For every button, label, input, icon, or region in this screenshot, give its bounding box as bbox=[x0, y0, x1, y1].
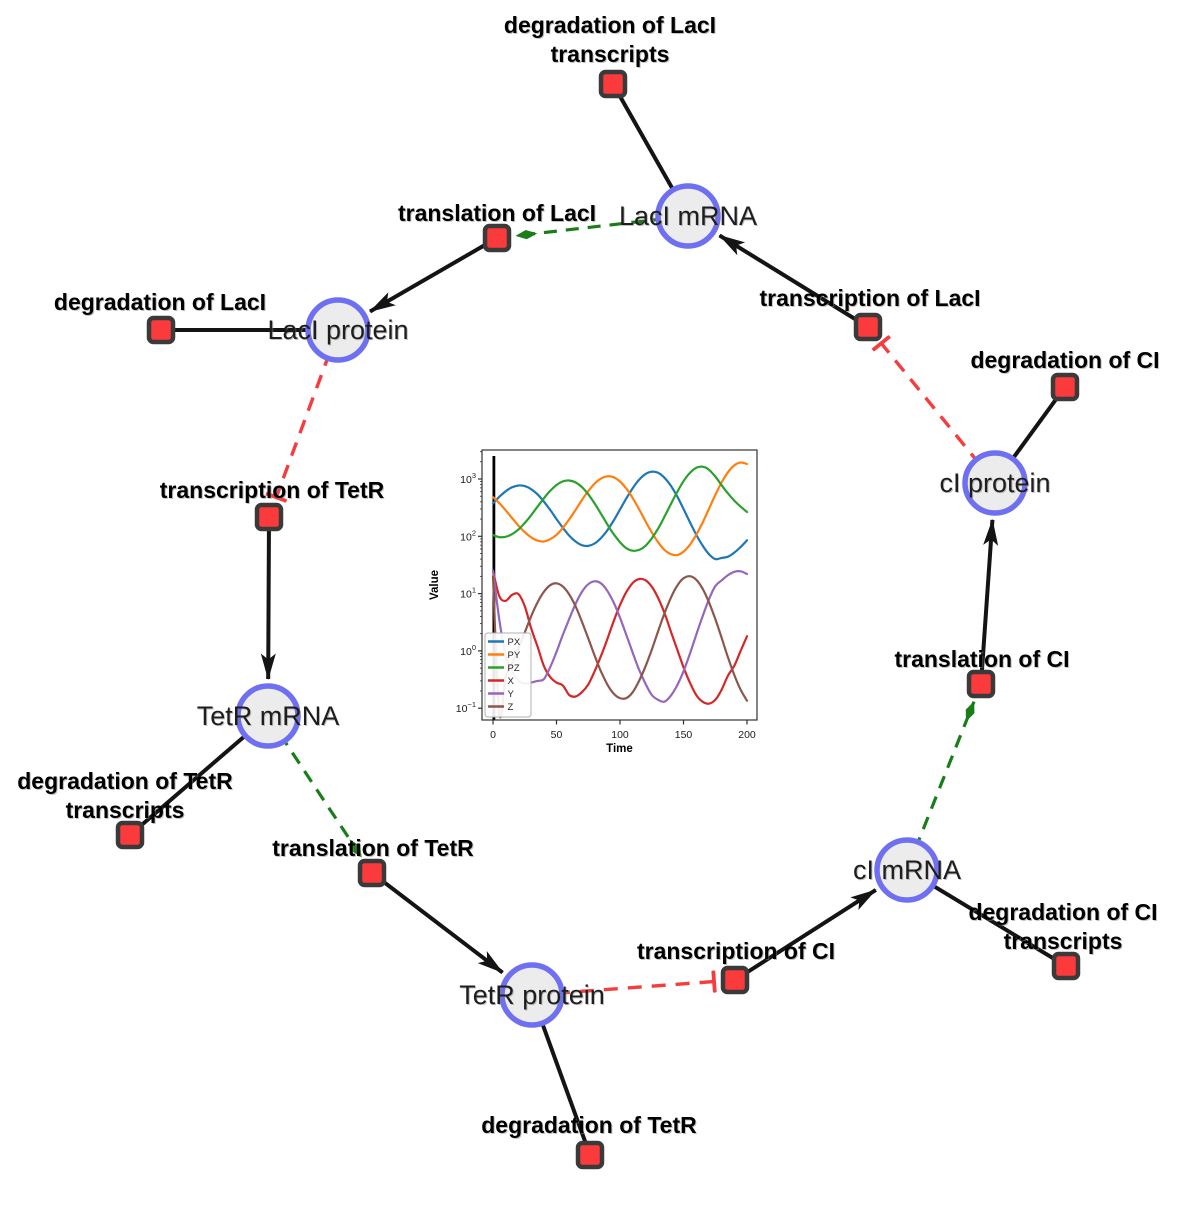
reaction-node-tsl_ci[interactable] bbox=[966, 669, 996, 699]
reaction-node-txn_ci[interactable] bbox=[720, 965, 750, 995]
reaction-node-deg_laci[interactable] bbox=[146, 315, 176, 345]
species-label-laci_mrna: LacI mRNA bbox=[619, 201, 757, 231]
species-label-laci_protein: LacI protein bbox=[267, 315, 408, 345]
reaction-node-deg_tetr_tx[interactable] bbox=[115, 820, 145, 850]
reaction-label-deg_ci_tx-line2: transcripts bbox=[1004, 928, 1123, 954]
x-tick-label: 150 bbox=[675, 729, 693, 741]
reaction-label-tsl_laci: translation of LacI bbox=[398, 200, 596, 226]
series-PY bbox=[491, 461, 749, 557]
reaction-label-deg_laci_tx-line1: degradation of LacI bbox=[504, 12, 716, 38]
species-node-laci_mrna[interactable] bbox=[655, 183, 721, 249]
species-node-tetr_mrna[interactable] bbox=[235, 683, 301, 749]
series-Z bbox=[491, 575, 749, 719]
reaction-node-deg_ci_tx[interactable] bbox=[1051, 951, 1081, 981]
series-PZ bbox=[491, 465, 749, 552]
reaction-label-deg_tetr_tx-line2: transcripts bbox=[66, 797, 185, 823]
edge-arrow-txn_tetr-tetr_mrna bbox=[260, 516, 276, 681]
reaction-node-deg_laci_tx[interactable] bbox=[598, 69, 628, 99]
legend-label-X: X bbox=[508, 676, 515, 687]
reaction-label-deg_ci_tx-line1: degradation of CI bbox=[968, 899, 1157, 925]
legend-label-PX: PX bbox=[508, 637, 521, 648]
reaction-node-txn_tetr[interactable] bbox=[254, 502, 284, 532]
reaction-node-tsl_tetr[interactable] bbox=[357, 858, 387, 888]
species-node-ci_mrna[interactable] bbox=[874, 837, 940, 903]
reaction-node-txn_laci[interactable] bbox=[853, 312, 883, 342]
reaction-label-deg_laci: degradation of LacI bbox=[54, 289, 266, 315]
reaction-label-deg_ci: degradation of CI bbox=[970, 347, 1159, 373]
x-axis-label: Time bbox=[606, 743, 633, 755]
edge-arrow-txn_ci-ci_mrna bbox=[733, 888, 877, 982]
species-node-laci_protein[interactable] bbox=[305, 297, 371, 363]
legend-label-PY: PY bbox=[508, 650, 521, 661]
edge-arrow-txn_laci-laci_mrna bbox=[718, 233, 870, 329]
nodes-layer bbox=[115, 69, 1081, 1170]
x-tick-label: 50 bbox=[551, 729, 563, 741]
legend-label-PZ: PZ bbox=[508, 663, 520, 674]
species-label-ci_protein: cI protein bbox=[939, 468, 1050, 498]
series-X bbox=[491, 569, 749, 705]
reaction-label-deg_laci_tx-line2: transcripts bbox=[551, 41, 670, 67]
reaction-label-tsl_ci: translation of CI bbox=[894, 646, 1069, 672]
edge-arrow-tsl_ci-ci_protein bbox=[979, 518, 999, 685]
reaction-node-deg_tetr[interactable] bbox=[575, 1140, 605, 1170]
reaction-label-txn_ci: transcription of CI bbox=[637, 938, 835, 964]
reaction-node-tsl_laci[interactable] bbox=[482, 223, 512, 253]
edge-arrow-tsl_laci-laci_protein bbox=[369, 236, 499, 314]
reaction-node-deg_ci[interactable] bbox=[1050, 372, 1080, 402]
reaction-label-txn_tetr: transcription of TetR bbox=[160, 477, 385, 503]
species-label-tetr_protein: TetR protein bbox=[459, 980, 605, 1010]
reaction-label-tsl_tetr: translation of TetR bbox=[272, 835, 474, 861]
species-label-ci_mrna: cI mRNA bbox=[853, 855, 961, 885]
x-tick-label: 0 bbox=[490, 729, 496, 741]
edge-arrow-tsl_tetr-tetr_protein bbox=[370, 871, 504, 975]
x-tick-label: 100 bbox=[611, 729, 629, 741]
chart-legend: PX PY PZ XYZ bbox=[484, 632, 532, 718]
legend-label-Z: Z bbox=[508, 702, 514, 713]
reaction-label-txn_laci: transcription of LacI bbox=[759, 285, 980, 311]
reaction-label-deg_tetr_tx-line1: degradation of TetR bbox=[17, 768, 233, 794]
x-tick-label: 200 bbox=[738, 729, 756, 741]
species-node-tetr_protein[interactable] bbox=[499, 962, 565, 1028]
species-label-tetr_mrna: TetR mRNA bbox=[197, 701, 340, 731]
legend-label-Y: Y bbox=[508, 689, 515, 700]
series-PX bbox=[491, 470, 749, 561]
series-Y bbox=[491, 569, 749, 703]
reaction-label-deg_tetr: degradation of TetR bbox=[481, 1112, 697, 1138]
species-node-ci_protein[interactable] bbox=[962, 450, 1028, 516]
y-axis-label: Value bbox=[429, 570, 441, 600]
labels-layer: LacI mRNA LacI protein TetR mRNA TetR prote… bbox=[17, 12, 1159, 1138]
